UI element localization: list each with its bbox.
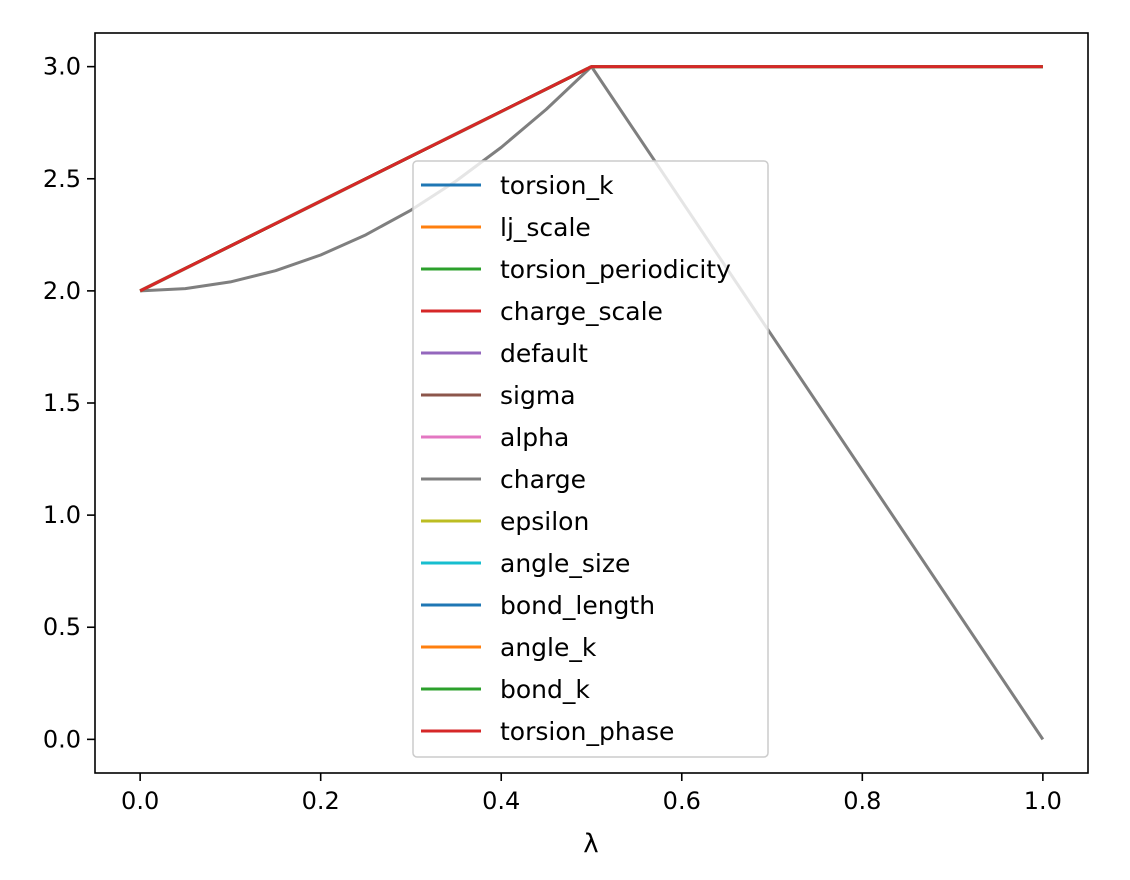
series-line-charge bbox=[140, 65, 1045, 741]
legend-label-default: default bbox=[500, 339, 588, 368]
legend-box bbox=[412, 160, 769, 758]
x-tick-label: 0.0 bbox=[121, 787, 159, 815]
y-tick-label: 0.5 bbox=[43, 613, 81, 641]
legend-label-bond-k: bond_k bbox=[500, 675, 590, 704]
legend: torsion_k lj_scale torsion_periodicitychar… bbox=[412, 160, 769, 758]
legend-label-angle-size: angle_size bbox=[500, 549, 630, 578]
x-axis: 0.0 0.2 0.4 0.6 0.8 1.0 bbox=[121, 773, 1062, 815]
y-tick-label: 1.5 bbox=[43, 389, 81, 417]
series-layer bbox=[139, 65, 1045, 741]
x-tick-label: 0.2 bbox=[302, 787, 340, 815]
legend-label-torsion-phase: torsion_phase bbox=[500, 717, 674, 746]
legend-label-charge-scale: charge_scale bbox=[500, 297, 663, 326]
x-axis-label: λ bbox=[583, 829, 598, 859]
legend-label-sigma: sigma bbox=[500, 381, 576, 410]
legend-label-epsilon: epsilon bbox=[500, 507, 589, 536]
legend-label-torsion-periodicity: torsion_periodicity bbox=[500, 255, 731, 284]
y-tick-label: 1.0 bbox=[43, 501, 81, 529]
y-tick-label: 3.0 bbox=[43, 53, 81, 81]
series-line-torsion-phase bbox=[139, 65, 1043, 293]
legend-label-bond-length: bond_length bbox=[500, 591, 655, 620]
legend-label-angle-k: angle_k bbox=[500, 633, 597, 662]
y-axis: 0.0 0.5 1.0 1.5 2.0 2.5 3.0 bbox=[43, 53, 95, 753]
y-tick-label: 0.0 bbox=[43, 725, 81, 753]
legend-label-lj-scale: lj_scale bbox=[500, 213, 591, 242]
x-tick-label: 0.4 bbox=[482, 787, 520, 815]
x-tick-label: 1.0 bbox=[1024, 787, 1062, 815]
y-tick-label: 2.5 bbox=[43, 165, 81, 193]
x-tick-label: 0.6 bbox=[663, 787, 701, 815]
y-tick-label: 2.0 bbox=[43, 277, 81, 305]
legend-label-torsion-k: torsion_k bbox=[500, 171, 614, 200]
x-tick-label: 0.8 bbox=[843, 787, 881, 815]
legend-label-alpha: alpha bbox=[500, 423, 569, 452]
legend-label-charge: charge bbox=[500, 465, 586, 494]
